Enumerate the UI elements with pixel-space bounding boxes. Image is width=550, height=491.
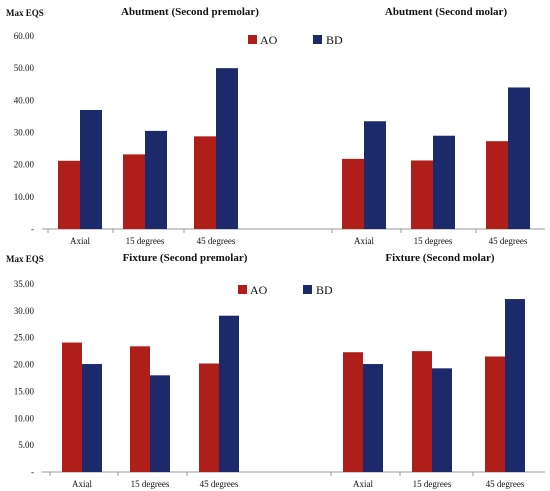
y-tick-label: 35.00 <box>14 279 35 289</box>
y-tick-label: 25.00 <box>14 333 35 343</box>
legend-swatch-bd <box>313 35 322 44</box>
x-tick-label: 15 degrees <box>126 236 165 246</box>
y-tick-label: 20.00 <box>14 160 35 170</box>
y-tick-label: 60.00 <box>14 31 35 41</box>
bar-bd <box>363 364 383 472</box>
x-tick-label: 45 degrees <box>486 479 525 489</box>
y-tick-label: 40.00 <box>14 95 35 105</box>
bar-ao <box>485 356 505 472</box>
bar-bd <box>216 68 238 230</box>
bar-bd <box>80 109 102 229</box>
bar-ao <box>62 342 82 472</box>
bar-bd <box>433 135 455 229</box>
y-axis-label: Max EQS <box>6 254 44 264</box>
legend-label-bd: BD <box>326 33 343 47</box>
x-tick-label: Axial <box>353 479 373 489</box>
legend-swatch-bd <box>303 285 312 294</box>
y-tick-label: 10.00 <box>14 413 35 423</box>
bar-bd <box>150 375 170 472</box>
x-tick-label: Axial <box>70 236 90 246</box>
group-title: Fixture (Second molar) <box>385 252 495 264</box>
y-tick-label: 5.00 <box>18 440 34 450</box>
bar-bd <box>145 130 167 229</box>
group-title: Fixture (Second premolar) <box>123 252 248 264</box>
legend-swatch-ao <box>238 285 247 294</box>
y-tick-label: 10.00 <box>14 192 35 202</box>
y-tick-label: 20.00 <box>14 360 35 370</box>
bar-bd <box>219 315 239 472</box>
group-title: Abutment (Second premolar) <box>121 6 259 18</box>
x-tick-label: Axial <box>354 236 374 246</box>
bar-ao <box>343 352 363 472</box>
y-tick-label: - <box>31 224 34 234</box>
bar-bd <box>82 364 102 472</box>
x-tick-label: 45 degrees <box>197 236 236 246</box>
y-tick-label: 30.00 <box>14 128 35 138</box>
bar-ao <box>412 351 432 472</box>
legend-label-ao: AO <box>250 283 268 297</box>
bar-bd <box>364 121 386 229</box>
x-tick-label: 45 degrees <box>200 479 239 489</box>
legend-label-bd: BD <box>316 283 333 297</box>
bar-ao <box>199 363 219 472</box>
x-tick-label: 15 degrees <box>131 479 170 489</box>
bar-bd <box>508 87 530 229</box>
y-tick-label: - <box>31 467 34 477</box>
bar-ao <box>486 141 508 229</box>
x-tick-label: 15 degrees <box>414 236 453 246</box>
x-tick-label: 45 degrees <box>489 236 528 246</box>
bar-ao <box>58 160 80 229</box>
y-tick-label: 50.00 <box>14 63 35 73</box>
y-tick-label: 30.00 <box>14 306 35 316</box>
group-title: Abutment (Second molar) <box>385 6 508 18</box>
y-tick-label: 15.00 <box>14 386 35 396</box>
x-tick-label: Axial <box>72 479 92 489</box>
bar-bd <box>432 368 452 472</box>
legend-label-ao: AO <box>260 33 278 47</box>
y-axis-label: Max EQS <box>6 8 44 18</box>
bar-ao <box>411 160 433 229</box>
legend-swatch-ao <box>248 35 257 44</box>
bar-ao <box>123 154 145 229</box>
x-tick-label: 15 degrees <box>413 479 452 489</box>
bar-ao <box>342 158 364 229</box>
bar-bd <box>505 299 525 472</box>
bar-ao <box>194 136 216 229</box>
bar-ao <box>130 346 150 472</box>
